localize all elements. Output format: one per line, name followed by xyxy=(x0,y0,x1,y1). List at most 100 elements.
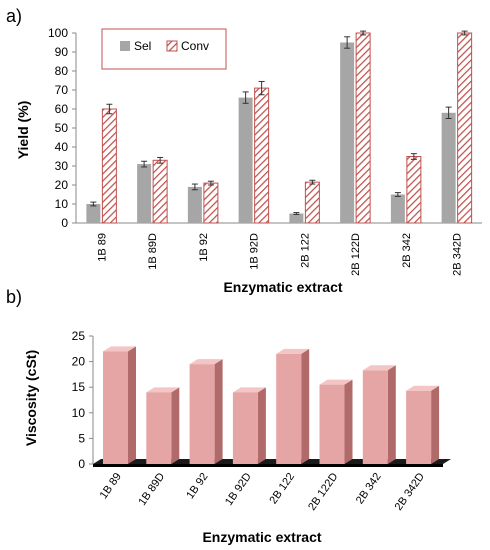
y-tick-label: 10 xyxy=(55,197,69,211)
chart-a-legend: Sel Conv xyxy=(101,28,227,70)
y-tick-label: 50 xyxy=(55,121,69,135)
y-tick-label: 60 xyxy=(55,102,69,116)
x-tick-label: 1B 92 xyxy=(198,233,210,262)
bar-front xyxy=(232,392,258,464)
bar xyxy=(232,387,266,464)
y-tick-label: 80 xyxy=(55,64,69,78)
x-tick-label: 2B 122D xyxy=(306,471,340,513)
bar-side xyxy=(387,365,396,464)
bar-sel xyxy=(137,164,152,223)
bar-conv xyxy=(304,181,320,224)
chart-a-x-axis-title: Enzymatic extract xyxy=(223,279,342,295)
legend-swatch-conv xyxy=(166,40,178,52)
bar-top xyxy=(189,359,223,365)
bar-side xyxy=(431,385,440,464)
bar-top xyxy=(146,387,180,393)
bar-top xyxy=(362,365,396,371)
bar-conv xyxy=(254,87,270,224)
y-tick-label: 40 xyxy=(55,140,69,154)
bar-side xyxy=(301,348,310,464)
x-tick-label: 2B 122 xyxy=(267,471,297,506)
x-tick-label: 1B 89 xyxy=(98,471,124,501)
bar xyxy=(406,385,440,464)
bar xyxy=(189,359,223,464)
bar-side xyxy=(344,379,353,464)
bar xyxy=(319,379,353,464)
y-tick-label: 30 xyxy=(55,159,69,173)
chart-b-y-axis-title: Viscosity (cSt) xyxy=(23,350,39,446)
bar xyxy=(146,387,180,464)
bar xyxy=(103,346,136,464)
legend-swatch-sel xyxy=(120,41,130,51)
bar-side xyxy=(171,387,180,464)
bar-front xyxy=(103,351,128,464)
x-tick-label: 1B 92D xyxy=(249,233,261,270)
bar-conv xyxy=(457,32,473,224)
bar-sel xyxy=(390,194,405,223)
x-tick-label: 2B 342 xyxy=(354,471,384,506)
bar-sel xyxy=(238,97,253,223)
chart-a-x-axis: 1B 89 1B 89D 1B 92 1B 92D 2B 122 2B 122D 2B 34… xyxy=(96,233,463,276)
x-tick-label: 1B 89D xyxy=(136,471,167,508)
x-tick-label: 2B 342 xyxy=(401,233,413,268)
bar-conv xyxy=(101,108,117,224)
y-tick-label: 0 xyxy=(61,216,68,230)
bar-front xyxy=(319,384,345,464)
bar xyxy=(276,348,310,464)
panel-a-label: a) xyxy=(6,6,22,26)
bar-top xyxy=(406,385,440,391)
bar-sel xyxy=(86,204,101,223)
bar-front xyxy=(276,353,302,464)
bar-side xyxy=(214,359,223,464)
y-tick-label: 10 xyxy=(72,406,86,420)
bar xyxy=(362,365,396,464)
y-tick-label: 15 xyxy=(72,380,86,394)
legend-label-conv: Conv xyxy=(181,39,209,53)
x-tick-label: 1B 89D xyxy=(147,233,159,270)
y-tick-label: 70 xyxy=(55,83,69,97)
y-tick-label: 0 xyxy=(78,457,85,471)
chart-a-y-axis: 0 10 20 30 40 50 60 70 80 90 100 xyxy=(48,26,76,230)
chart-a-y-axis-title: Yield (%) xyxy=(15,101,31,160)
bar-sel xyxy=(340,42,355,223)
bar-sel xyxy=(441,112,456,223)
floor-edge xyxy=(93,464,443,467)
y-tick-label: 25 xyxy=(72,329,86,343)
bar-front xyxy=(146,392,172,464)
y-tick-label: 100 xyxy=(48,26,68,40)
bar-conv xyxy=(152,159,168,224)
chart-b-y-axis: 0 5 10 15 20 25 xyxy=(72,329,93,471)
bar-front xyxy=(362,370,388,464)
y-tick-label: 20 xyxy=(72,355,86,369)
y-tick-label: 5 xyxy=(78,431,85,445)
bar-sel xyxy=(187,186,202,223)
y-tick-label: 20 xyxy=(55,178,69,192)
bar-conv xyxy=(355,32,371,224)
x-tick-label: 2B 122 xyxy=(299,233,311,268)
bar-side xyxy=(257,387,266,464)
panel-b-label: b) xyxy=(6,287,22,307)
x-tick-label: 2B 342D xyxy=(393,471,427,513)
y-tick-label: 90 xyxy=(55,45,69,59)
x-tick-label: 1B 92D xyxy=(223,471,254,508)
bar-top xyxy=(103,346,136,352)
bar-top xyxy=(319,379,353,385)
floor-top xyxy=(93,459,451,464)
bar-side xyxy=(128,346,136,464)
bar-sel xyxy=(289,213,304,223)
x-tick-label: 1B 92 xyxy=(184,471,210,501)
x-tick-label: 1B 89 xyxy=(96,233,108,262)
bar-conv xyxy=(406,156,422,224)
x-tick-label: 2B 122D xyxy=(350,233,362,276)
x-tick-label: 2B 342D xyxy=(452,233,464,276)
chart-b-x-axis-title: Enzymatic extract xyxy=(202,529,321,545)
bar-conv xyxy=(203,182,219,224)
bar-front xyxy=(189,364,215,464)
bar-top xyxy=(232,387,266,393)
bar-front xyxy=(406,390,432,464)
chart-b: b) 0 5 10 15 20 25 1B 89 1B 89D 1B 92 1B 92D 2B 1… xyxy=(6,287,451,545)
chart-a-bars xyxy=(86,30,473,224)
bar-top xyxy=(276,348,310,354)
